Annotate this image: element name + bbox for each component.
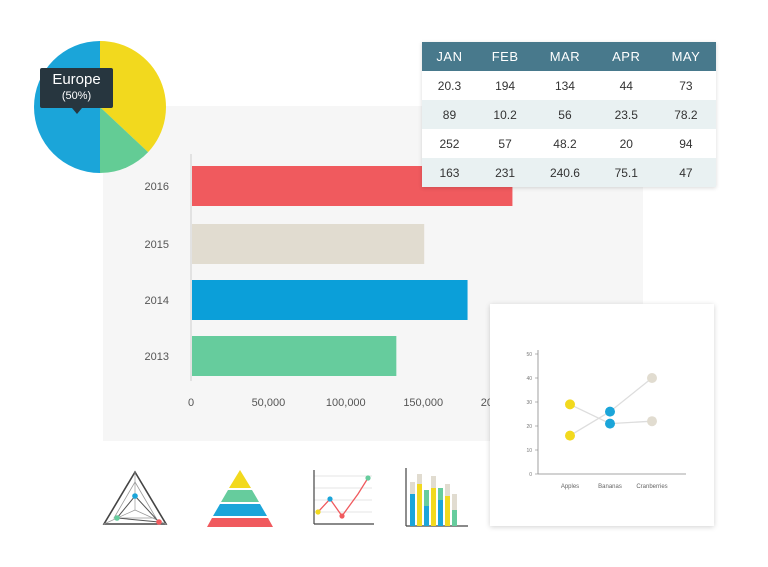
table-header-cell: JAN xyxy=(422,42,477,71)
table-cell: 20 xyxy=(619,136,633,151)
x-tick-label: 50,000 xyxy=(252,397,286,409)
bar-2014 xyxy=(192,280,468,320)
pyramid-chart-icon xyxy=(207,470,273,527)
table-row: 89 10.2 56 23.5 78.2 xyxy=(422,100,716,129)
line-y-tick-label: 30 xyxy=(526,400,532,406)
line-point xyxy=(605,418,615,429)
table-header-cell: MAY xyxy=(655,42,716,71)
pie-slice xyxy=(100,41,166,153)
line-point xyxy=(565,399,575,410)
table-cell: 240.6 xyxy=(533,158,597,187)
table-cell: 73 xyxy=(679,78,693,93)
table-cell: 75.1 xyxy=(596,158,656,187)
line-point xyxy=(647,373,657,383)
table-cell: 231 xyxy=(476,158,534,187)
x-tick-label: 0 xyxy=(188,397,194,409)
table-cell: 56 xyxy=(533,100,597,129)
pie-slice xyxy=(100,107,149,173)
line-point xyxy=(647,416,657,427)
y-tick-label: 2014 xyxy=(145,295,169,307)
line-point xyxy=(565,430,575,441)
line-y-tick-label: 0 xyxy=(529,472,532,478)
line-x-tick-label: Bananas xyxy=(598,484,622,490)
table-cell: 23.5 xyxy=(596,100,656,129)
pie-tooltip-value: (50%) xyxy=(61,90,92,102)
x-tick-label: 150,000 xyxy=(403,397,443,409)
stacked-bar-chart-icon xyxy=(405,468,468,527)
table-cell: 194 xyxy=(495,78,516,93)
table-cell: 163 xyxy=(422,158,477,187)
bar-2015 xyxy=(192,224,425,264)
bar-2013 xyxy=(192,336,397,376)
table-cell: 252 xyxy=(439,136,460,151)
bar-chart: 2016201520142013050,000100,000150,000200… xyxy=(145,154,520,409)
line-x-tick-label: Cranberries xyxy=(636,484,667,490)
pie-tooltip-label: Europe xyxy=(52,71,101,88)
radar-chart-icon xyxy=(102,470,168,525)
pie-chart: Europe (50%) xyxy=(33,40,167,174)
line-chart-icon xyxy=(313,470,374,525)
y-tick-label: 2013 xyxy=(145,351,169,363)
line-y-tick-label: 20 xyxy=(526,424,532,430)
table-header-cell: MAR xyxy=(533,42,597,71)
table-cell: 94 xyxy=(679,136,693,151)
table-cell: 10.2 xyxy=(476,100,534,129)
table-cell: 57 xyxy=(498,136,512,151)
x-tick-label: 100,000 xyxy=(326,397,366,409)
table-cell: 44 xyxy=(619,78,633,93)
line-chart-card: 0 10 20 30 40 50 Apples Bananas Cranberries xyxy=(490,304,714,526)
line-y-tick-label: 10 xyxy=(526,448,532,454)
table-header-cell: APR xyxy=(596,42,656,71)
table-row: 163 231 240.6 75.1 47 xyxy=(422,158,716,187)
line-chart: 0 10 20 30 40 50 Apples Bananas Cranberries xyxy=(526,350,686,490)
table-header-cell: FEB xyxy=(476,42,534,71)
table-row: 20.3 194 134 44 73 xyxy=(422,71,716,100)
table-cell: 47 xyxy=(655,158,716,187)
line-x-tick-label: Apples xyxy=(561,484,579,490)
line-point xyxy=(605,406,615,417)
data-table: JAN FEB MAR APR MAY 20.3 194 134 44 73 8… xyxy=(422,42,716,187)
line-y-tick-label: 40 xyxy=(526,376,532,382)
line-y-tick-label: 50 xyxy=(526,352,532,358)
pie-tooltip: Europe (50%) xyxy=(40,68,113,114)
table-cell: 134 xyxy=(554,78,575,93)
table-row: 252 57 48.2 20 94 xyxy=(422,129,716,158)
table-cell: 20.3 xyxy=(437,78,462,93)
y-tick-label: 2015 xyxy=(145,239,169,251)
table-cell: 78.2 xyxy=(655,100,716,129)
table-cell: 89 xyxy=(422,100,477,129)
table-cell: 48.2 xyxy=(553,136,577,151)
table-header-row: JAN FEB MAR APR MAY xyxy=(422,42,716,71)
y-tick-label: 2016 xyxy=(145,181,169,193)
